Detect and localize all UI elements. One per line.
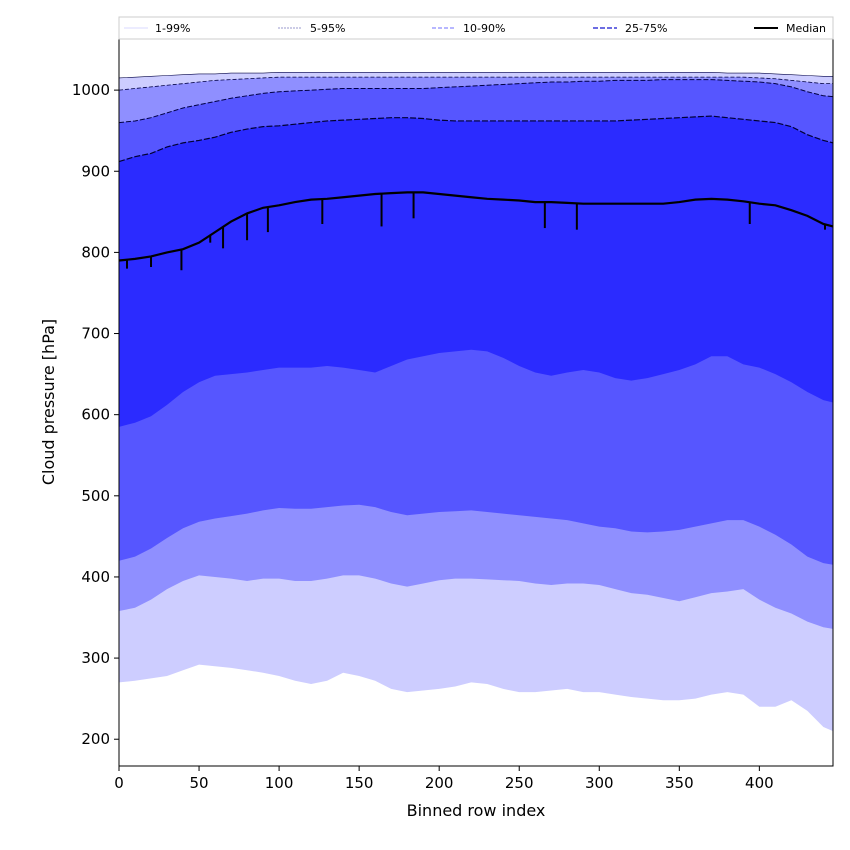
- x-axis-label: Binned row index: [407, 801, 546, 820]
- y-tick-label: 300: [81, 649, 110, 667]
- x-tick-label: 150: [345, 774, 374, 792]
- legend-label-median: Median: [786, 22, 826, 35]
- x-tick-label: 100: [265, 774, 294, 792]
- legend-box: [118, 16, 834, 40]
- legend-item-median: Median: [754, 22, 826, 35]
- x-tick-label: 350: [665, 774, 694, 792]
- series-line-90: [118, 79, 834, 124]
- y-tick-label: 600: [81, 406, 110, 424]
- series-line-95: [118, 76, 833, 91]
- series-line-75: [118, 115, 834, 163]
- series-line-99: [118, 71, 833, 79]
- legend: 1-99% 5-95% 10-90% 25-75% Median: [118, 16, 834, 40]
- band-25-75: [119, 116, 833, 427]
- legend-label-5-95: 5-95%: [310, 22, 345, 35]
- y-tick-label: 900: [81, 162, 110, 180]
- legend-label-25-75: 25-75%: [625, 22, 667, 35]
- legend-item-25-75: 25-75%: [593, 22, 667, 35]
- legend-item-5-95: 5-95%: [278, 22, 345, 35]
- x-tick-label: 250: [505, 774, 534, 792]
- y-axis-label: Cloud pressure [hPa]: [39, 319, 58, 485]
- x-tick-label: 400: [745, 774, 774, 792]
- x-tick-label: 300: [585, 774, 614, 792]
- x-axis: 0 50 100 150 200 250 300 350 400: [114, 766, 774, 792]
- median-line: [118, 191, 834, 262]
- y-tick-label: 500: [81, 487, 110, 505]
- legend-item-1-99: 1-99%: [124, 22, 190, 35]
- y-tick-label: 800: [81, 243, 110, 261]
- x-tick-label: 0: [114, 774, 124, 792]
- x-tick-label: 50: [189, 774, 208, 792]
- legend-item-10-90: 10-90%: [432, 22, 505, 35]
- plot-area: [118, 71, 834, 732]
- y-tick-label: 200: [81, 730, 110, 748]
- legend-label-1-99: 1-99%: [155, 22, 190, 35]
- y-axis: 200 300 400 500 600 700 800 900 1000: [72, 81, 119, 748]
- legend-label-10-90: 10-90%: [463, 22, 505, 35]
- y-tick-label: 1000: [72, 81, 110, 99]
- y-tick-label: 400: [81, 568, 110, 586]
- x-tick-label: 200: [425, 774, 454, 792]
- y-tick-label: 700: [81, 325, 110, 343]
